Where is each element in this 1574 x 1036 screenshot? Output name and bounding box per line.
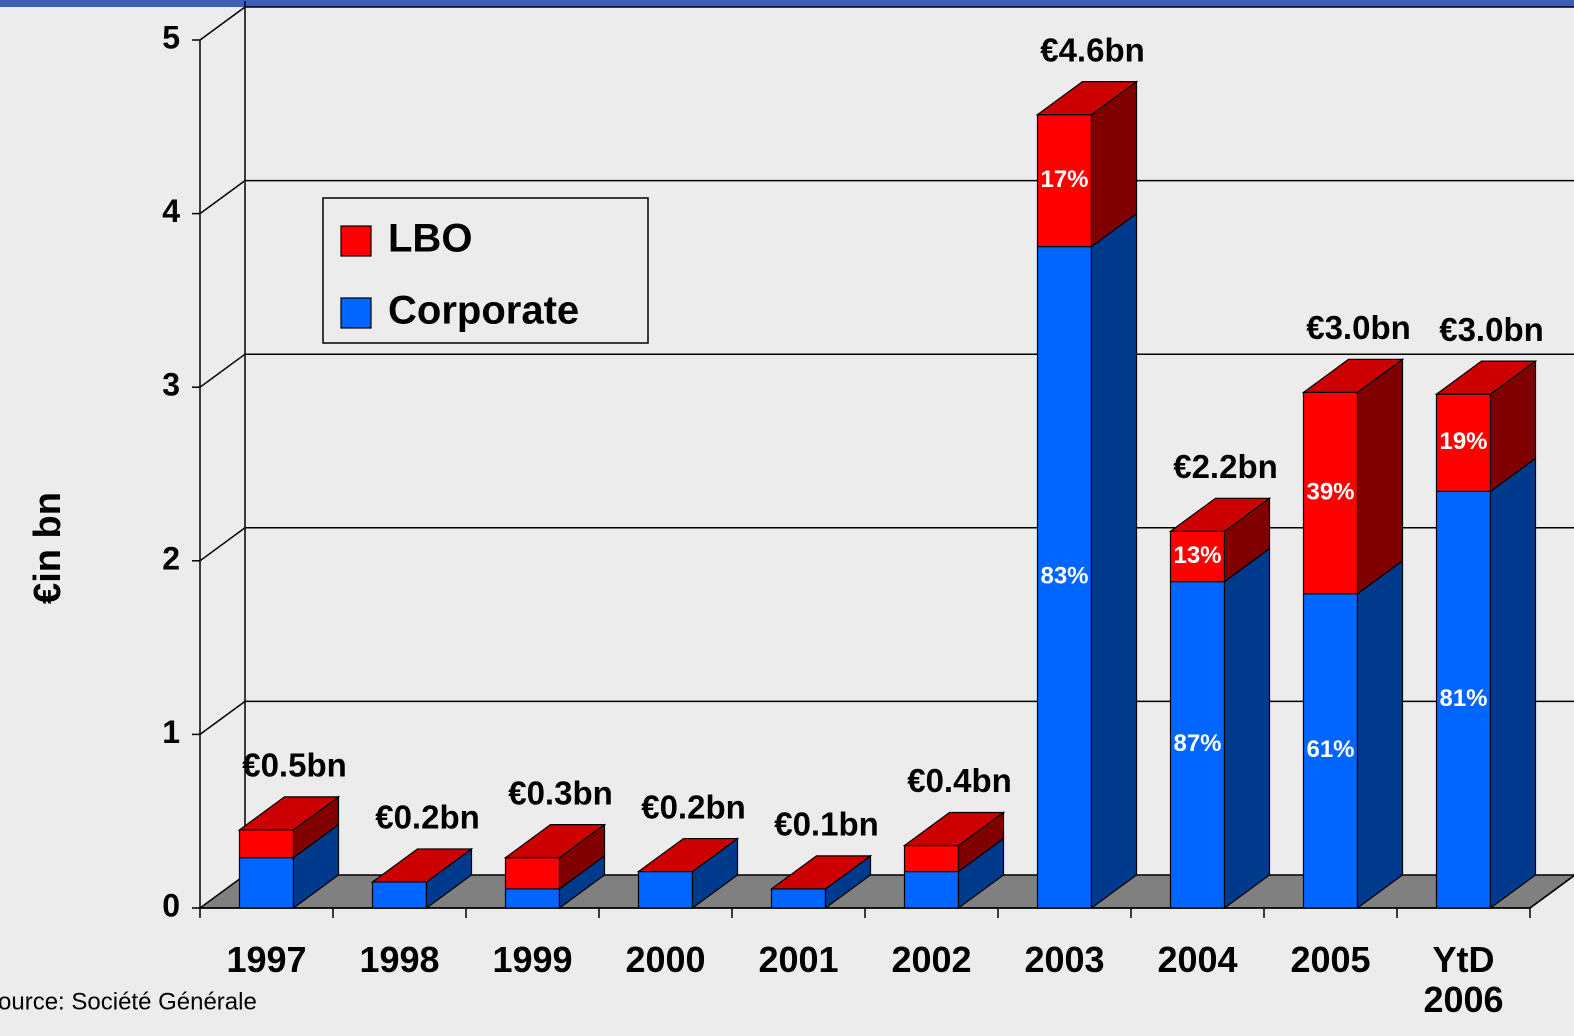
- x-tick-label: 2002: [891, 939, 972, 980]
- bar-segment: [1169, 581, 1226, 909]
- bar-side: [1489, 457, 1537, 910]
- y-tick-label: 0: [162, 887, 180, 923]
- bar-top: [1434, 360, 1538, 395]
- legend-swatch: [340, 225, 372, 257]
- x-tick-label: 2000: [625, 939, 706, 980]
- bar-top: [769, 855, 873, 890]
- top-band: [0, 0, 1574, 7]
- x-tick-label: 1999: [492, 939, 573, 980]
- bar-side: [1223, 547, 1271, 910]
- legend-label: Corporate: [388, 289, 579, 333]
- x-tick-label: 1997: [226, 939, 307, 980]
- bar-top: [370, 848, 474, 883]
- floor-edge: [1529, 874, 1574, 909]
- x-tick-label: YtD 2006: [1423, 939, 1504, 1020]
- bar-segment: [770, 888, 827, 909]
- bar-segment: [637, 870, 694, 909]
- bar-side: [1356, 358, 1404, 595]
- share-label: 87%: [1173, 730, 1221, 757]
- bar-segment: [1169, 530, 1226, 583]
- bar-segment: [238, 829, 295, 859]
- x-tick-label: 2003: [1024, 939, 1105, 980]
- bar-segment: [1302, 593, 1359, 909]
- bar-top: [1035, 81, 1139, 116]
- total-label: €0.2bn: [375, 799, 480, 836]
- share-label: 83%: [1040, 563, 1088, 590]
- total-label: €0.1bn: [774, 806, 879, 843]
- bar-segment: [504, 857, 561, 890]
- bar-segment: [903, 870, 960, 909]
- bar-segment: [504, 888, 561, 909]
- x-tick-label: 2004: [1157, 939, 1238, 980]
- total-label: €4.6bn: [1040, 31, 1145, 68]
- bar-segment: [903, 844, 960, 873]
- legend-box: [322, 197, 649, 344]
- bar-segment: [371, 881, 428, 909]
- bar-top: [902, 811, 1006, 847]
- share-label: 81%: [1439, 685, 1487, 712]
- source: Source: Société Générale: [0, 988, 257, 1015]
- total-label: €3.0bn: [1439, 311, 1544, 348]
- legend-label: LBO: [388, 217, 472, 261]
- bar-top: [1301, 358, 1405, 394]
- x-tick-label: 2005: [1290, 939, 1371, 980]
- total-label: €0.4bn: [907, 762, 1012, 799]
- share-label: 39%: [1306, 478, 1354, 505]
- share-label: 61%: [1306, 736, 1354, 763]
- x-tick-label: 2001: [758, 939, 839, 980]
- y-axis-label: €in bn: [27, 492, 69, 604]
- y-tick-label: 2: [162, 540, 180, 576]
- bar-side: [1356, 559, 1404, 910]
- total-label: €2.2bn: [1173, 448, 1278, 485]
- bar-segment: [1435, 393, 1492, 492]
- bar-segment: [238, 857, 295, 909]
- total-label: €0.5bn: [242, 747, 347, 784]
- y-tick-label: 5: [162, 19, 180, 55]
- x-tick-label: 1998: [359, 939, 440, 980]
- bar-side: [1090, 212, 1138, 910]
- y-tick-label: 1: [162, 714, 180, 750]
- bar-top: [636, 837, 740, 873]
- y-tick-label: 4: [162, 193, 180, 229]
- total-label: €3.0bn: [1306, 309, 1411, 346]
- y-tick-label: 3: [162, 367, 180, 403]
- legend-swatch: [340, 297, 372, 329]
- total-label: €0.2bn: [641, 788, 746, 825]
- share-label: 17%: [1040, 166, 1088, 193]
- bar-segment: [1302, 391, 1359, 595]
- grid-line: [199, 6, 1574, 41]
- total-label: €0.3bn: [508, 774, 613, 811]
- bar-top: [1168, 497, 1272, 532]
- share-label: 19%: [1439, 428, 1487, 455]
- share-label: 13%: [1173, 542, 1221, 569]
- bar-top: [503, 824, 607, 859]
- bar-top: [237, 796, 341, 831]
